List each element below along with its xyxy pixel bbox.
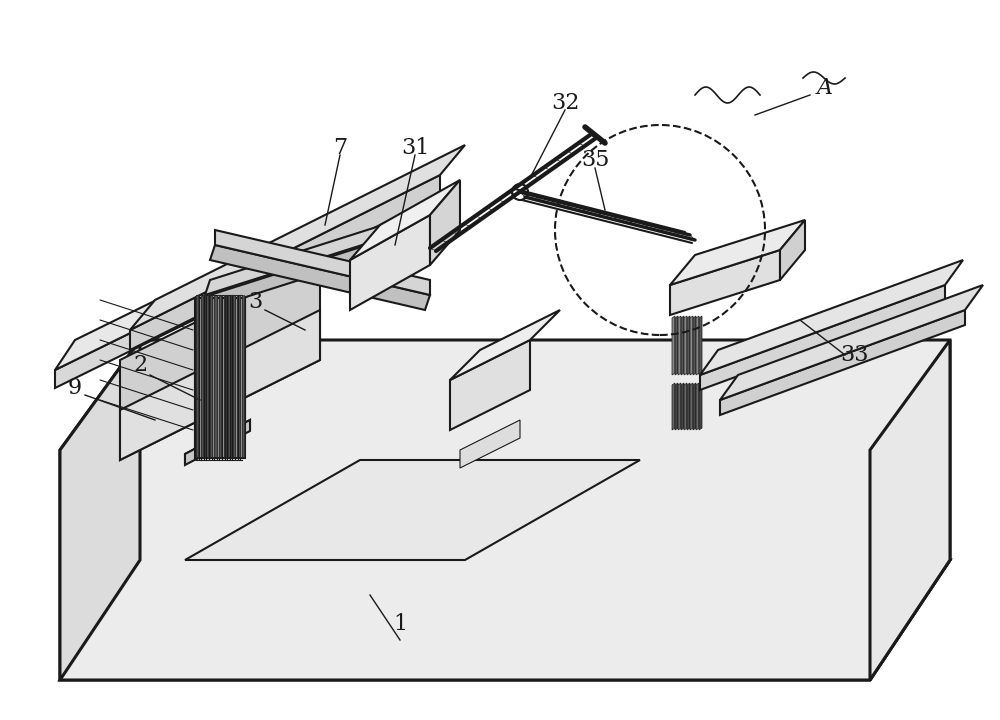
Polygon shape	[210, 245, 430, 310]
Polygon shape	[690, 316, 693, 375]
Polygon shape	[130, 175, 440, 350]
Polygon shape	[672, 383, 675, 430]
Polygon shape	[197, 298, 199, 458]
Polygon shape	[214, 295, 217, 457]
Polygon shape	[193, 418, 243, 460]
Polygon shape	[202, 298, 204, 458]
Polygon shape	[693, 383, 696, 430]
FancyBboxPatch shape	[195, 298, 245, 458]
Polygon shape	[214, 298, 216, 458]
Polygon shape	[205, 210, 430, 295]
Polygon shape	[700, 285, 945, 390]
Polygon shape	[60, 560, 950, 680]
Polygon shape	[675, 383, 678, 430]
Polygon shape	[238, 298, 240, 458]
Polygon shape	[226, 298, 228, 458]
Polygon shape	[687, 316, 690, 375]
Polygon shape	[696, 316, 699, 375]
Polygon shape	[237, 295, 240, 457]
Polygon shape	[450, 340, 530, 430]
Text: 33: 33	[841, 344, 869, 366]
Polygon shape	[870, 340, 950, 680]
Circle shape	[512, 184, 528, 200]
Polygon shape	[350, 180, 460, 260]
Text: 32: 32	[551, 92, 579, 114]
Polygon shape	[240, 298, 242, 458]
Polygon shape	[687, 383, 690, 430]
Text: 3: 3	[248, 291, 262, 313]
Polygon shape	[233, 295, 235, 457]
Polygon shape	[231, 298, 233, 458]
Text: 31: 31	[401, 137, 429, 159]
Polygon shape	[228, 295, 231, 457]
Text: 1: 1	[393, 613, 407, 635]
Polygon shape	[216, 298, 218, 458]
Polygon shape	[204, 298, 206, 458]
Text: 7: 7	[333, 137, 347, 159]
Polygon shape	[224, 295, 226, 457]
Polygon shape	[196, 295, 198, 457]
Polygon shape	[675, 316, 678, 375]
Polygon shape	[699, 316, 702, 375]
Polygon shape	[207, 298, 209, 458]
Polygon shape	[205, 295, 208, 457]
Polygon shape	[233, 298, 235, 458]
Polygon shape	[221, 298, 223, 458]
Text: 2: 2	[133, 354, 147, 376]
Polygon shape	[185, 420, 250, 462]
Polygon shape	[130, 145, 465, 330]
Polygon shape	[693, 316, 696, 375]
Polygon shape	[681, 316, 684, 375]
Text: 9: 9	[68, 377, 82, 399]
Polygon shape	[684, 383, 687, 430]
Polygon shape	[460, 420, 520, 468]
Polygon shape	[55, 200, 360, 370]
Polygon shape	[235, 298, 237, 458]
Polygon shape	[720, 285, 983, 400]
Polygon shape	[243, 298, 245, 458]
Polygon shape	[720, 310, 965, 415]
Polygon shape	[60, 340, 950, 680]
Polygon shape	[199, 298, 201, 458]
Polygon shape	[700, 260, 963, 375]
Polygon shape	[55, 230, 340, 388]
Polygon shape	[120, 260, 320, 460]
Text: 35: 35	[581, 149, 609, 171]
Polygon shape	[670, 250, 780, 315]
Polygon shape	[678, 383, 681, 430]
Text: A: A	[817, 77, 833, 99]
Polygon shape	[678, 316, 681, 375]
Polygon shape	[60, 340, 140, 680]
Polygon shape	[195, 255, 245, 460]
Polygon shape	[223, 298, 225, 458]
Polygon shape	[219, 295, 221, 457]
Polygon shape	[185, 420, 250, 465]
Polygon shape	[209, 298, 211, 458]
Polygon shape	[219, 298, 221, 458]
Polygon shape	[210, 295, 212, 457]
Polygon shape	[684, 316, 687, 375]
Polygon shape	[699, 383, 702, 430]
Polygon shape	[696, 383, 699, 430]
Polygon shape	[681, 383, 684, 430]
Polygon shape	[780, 220, 805, 280]
Polygon shape	[242, 295, 244, 457]
Polygon shape	[672, 316, 675, 375]
Polygon shape	[120, 310, 320, 460]
Polygon shape	[228, 298, 230, 458]
Polygon shape	[215, 230, 430, 295]
Polygon shape	[211, 298, 213, 458]
Polygon shape	[430, 180, 460, 265]
Polygon shape	[690, 383, 693, 430]
Polygon shape	[350, 215, 430, 310]
Polygon shape	[450, 310, 560, 380]
Polygon shape	[205, 225, 430, 310]
Polygon shape	[201, 295, 203, 457]
Polygon shape	[670, 220, 805, 285]
Polygon shape	[185, 460, 640, 560]
